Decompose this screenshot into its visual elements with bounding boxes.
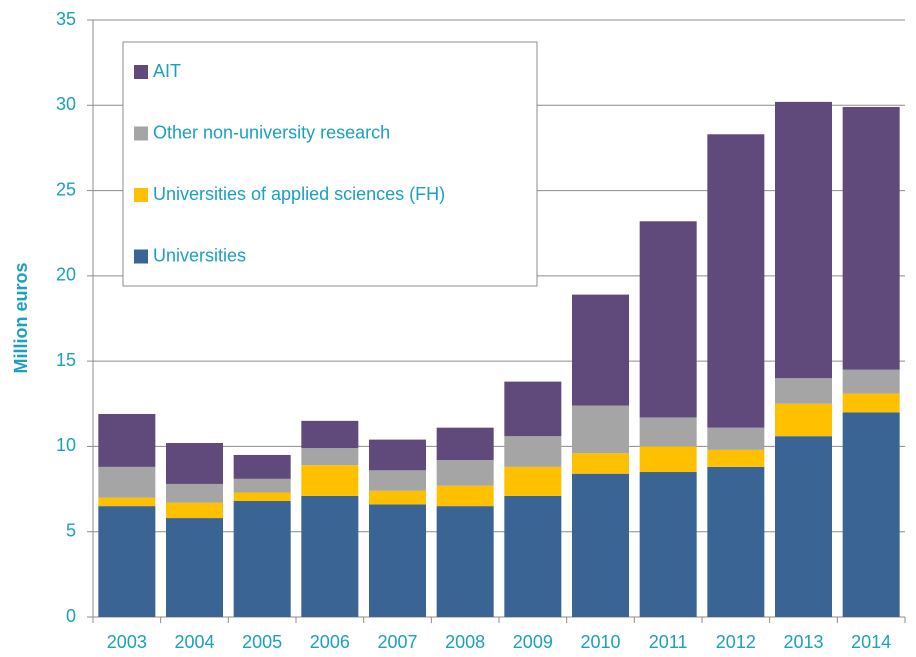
x-tick-label: 2004 [174, 632, 214, 652]
bar-segment [842, 106, 900, 370]
bar-segment [842, 412, 900, 617]
bar-segment [301, 420, 359, 449]
bar-segment [436, 427, 494, 461]
x-tick-label: 2012 [716, 632, 756, 652]
bar-segment [707, 466, 765, 617]
bar-segment [98, 414, 156, 467]
bar-segment [166, 502, 223, 519]
bar-segment [707, 427, 765, 450]
bar-segment [572, 294, 629, 406]
bar-segment [639, 446, 697, 473]
bar-segment [436, 460, 494, 486]
x-tick-label: 2014 [851, 632, 891, 652]
y-tick-label: 5 [66, 520, 76, 540]
bar-segment [572, 453, 629, 474]
bar-segment [98, 506, 156, 617]
bar-segment [639, 221, 697, 418]
bar-segment [436, 506, 494, 617]
bar-segment [233, 454, 291, 479]
y-tick-label: 35 [56, 9, 76, 29]
legend-label: Universities of applied sciences (FH) [153, 184, 445, 204]
bar-segment [301, 495, 359, 617]
bar-segment [639, 472, 697, 617]
y-axis-label: Million euros [11, 262, 31, 373]
bar-segment [233, 492, 291, 502]
bar-segment [98, 497, 156, 507]
y-tick-label: 15 [56, 350, 76, 370]
bar-segment [775, 378, 832, 404]
bar-segment [842, 369, 900, 394]
x-tick-label: 2005 [242, 632, 282, 652]
y-tick-label: 10 [56, 435, 76, 455]
legend-label: AIT [153, 61, 181, 81]
y-tick-label: 20 [56, 265, 76, 285]
bar-segment [369, 504, 426, 617]
x-tick-label: 2003 [107, 632, 147, 652]
y-tick-label: 25 [56, 179, 76, 199]
bar-segment [166, 443, 223, 484]
legend-label: Universities [153, 245, 246, 265]
y-tick-label: 30 [56, 94, 76, 114]
x-tick-label: 2008 [445, 632, 485, 652]
bar-segment [369, 470, 426, 491]
bar-segment [775, 436, 832, 617]
bar-segment [572, 473, 629, 617]
bar-segment [166, 518, 223, 617]
bar-segment [842, 393, 900, 413]
bar-segment [369, 490, 426, 505]
x-tick-label: 2006 [310, 632, 350, 652]
bar-segment [166, 483, 223, 503]
x-tick-label: 2009 [513, 632, 553, 652]
legend-label: Other non-university research [153, 122, 390, 142]
legend-swatch [134, 65, 148, 79]
bar-segment [572, 405, 629, 454]
legend-swatch [134, 126, 148, 141]
x-tick-label: 2010 [580, 632, 620, 652]
x-tick-label: 2013 [783, 632, 823, 652]
y-tick-label: 0 [66, 606, 76, 626]
legend-box [122, 41, 538, 287]
bar-segment [775, 403, 832, 437]
x-tick-label: 2007 [377, 632, 417, 652]
bar-segment [369, 439, 426, 471]
bar-segment [301, 448, 359, 466]
bar-segment [301, 465, 359, 496]
bar-segment [233, 501, 291, 617]
bar-segment [775, 101, 832, 379]
bar-segment [707, 134, 765, 428]
legend-swatch [134, 188, 148, 202]
bar-segment [436, 485, 494, 507]
legend-swatch [134, 249, 148, 264]
bar-segment [98, 466, 156, 498]
bar-segment [504, 381, 562, 437]
x-tick-label: 2011 [649, 632, 688, 652]
bar-segment [504, 495, 562, 617]
bar-segment [707, 449, 765, 467]
bar-segment [639, 417, 697, 447]
bar-segment [504, 466, 562, 496]
bar-segment [504, 436, 562, 467]
bar-segment [233, 478, 291, 493]
